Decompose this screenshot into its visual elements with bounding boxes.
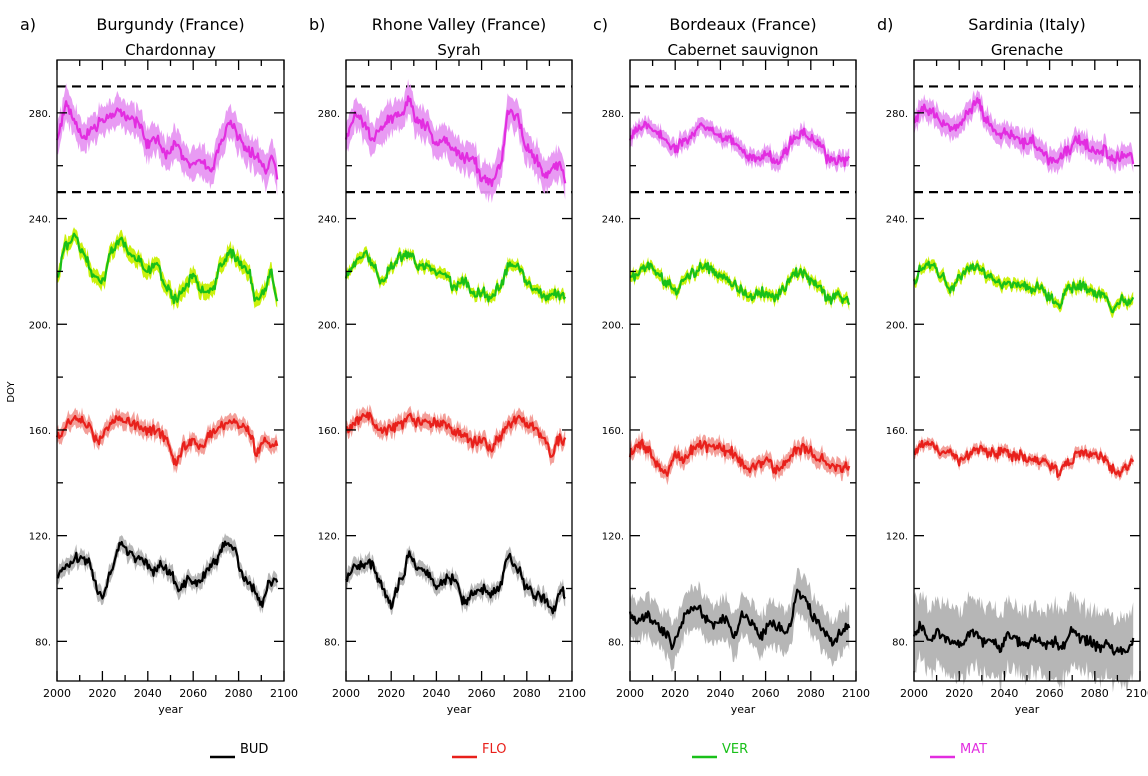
series-line-ver [629, 261, 851, 306]
x-tick-label: 2000 [900, 687, 928, 700]
series-line-mat [344, 95, 567, 188]
band-bud [914, 590, 1134, 693]
x-tick-label: 2020 [661, 687, 689, 700]
y-tick-label: 200. [318, 320, 340, 331]
x-tick-label: 2080 [225, 687, 253, 700]
x-tick-label: 2060 [1036, 687, 1064, 700]
panel-title: Burgundy (France) [96, 15, 244, 34]
y-tick-label: 200. [602, 320, 624, 331]
x-tick-label: 2020 [377, 687, 405, 700]
band-mat [346, 79, 566, 203]
y-tick-label: 200. [886, 320, 908, 331]
x-tick-label: 2040 [134, 687, 162, 700]
x-tick-label: 2040 [422, 687, 450, 700]
y-tick-label: 120. [886, 532, 908, 543]
y-tick-label: 160. [886, 426, 908, 437]
y-tick-label: 80. [608, 637, 624, 648]
x-axis-label: year [158, 703, 183, 716]
x-tick-label: 2020 [88, 687, 116, 700]
series-line-flo [913, 439, 1135, 478]
y-tick-label: 120. [602, 532, 624, 543]
y-tick-label: 280. [602, 109, 624, 120]
legend-label-ver: VER [722, 742, 748, 757]
x-tick-label: 2000 [332, 687, 360, 700]
panel-title: Bordeaux (France) [669, 15, 816, 34]
y-tick-label: 280. [886, 109, 908, 120]
series-line-bud [56, 540, 279, 608]
x-tick-label: 2020 [945, 687, 973, 700]
panel-4: d) Sardinia (Italy) Grenache 2000 2020 2040 20… [877, 15, 1148, 716]
y-tick-label: 280. [29, 109, 51, 120]
x-tick-label: 2040 [990, 687, 1018, 700]
x-axis-label: year [447, 703, 472, 716]
series-line-mat [55, 100, 279, 180]
series-line-mat [913, 97, 1135, 166]
y-axis-label: DOY [6, 381, 17, 403]
panel-3: c) Bordeaux (France) Cabernet sauvignon 200… [593, 15, 870, 716]
x-tick-label: 2060 [468, 687, 496, 700]
series-line-bud [628, 588, 851, 651]
y-tick-label: 240. [318, 215, 340, 226]
y-tick-label: 200. [29, 320, 51, 331]
series-line-mat [628, 120, 850, 168]
x-tick-label: 2080 [1081, 687, 1109, 700]
x-tick-label: 2100 [1126, 687, 1148, 700]
panel-title: Sardinia (Italy) [968, 15, 1086, 34]
y-tick-label: 160. [318, 426, 340, 437]
panel-subtitle: Grenache [991, 41, 1063, 59]
y-tick-label: 80. [35, 637, 51, 648]
series-line-flo [55, 414, 279, 467]
panel-letter: d) [877, 15, 893, 34]
y-tick-label: 280. [318, 109, 340, 120]
y-tick-label: 120. [29, 532, 51, 543]
x-axis-label: year [1015, 703, 1040, 716]
x-axis-label: year [731, 703, 756, 716]
series-line-flo [345, 411, 567, 458]
x-tick-label: 2040 [706, 687, 734, 700]
panel-1: a) Burgundy (France) Chardonnay 2000 2020 204… [20, 15, 298, 716]
x-tick-label: 2100 [270, 687, 298, 700]
panel-letter: a) [20, 15, 36, 34]
y-tick-label: 120. [318, 532, 340, 543]
x-tick-label: 2000 [616, 687, 644, 700]
y-tick-label: 240. [886, 215, 908, 226]
band-ver [630, 257, 850, 311]
panel-title: Rhone Valley (France) [372, 15, 547, 34]
band-bud [346, 545, 566, 621]
x-tick-label: 2080 [797, 687, 825, 700]
panel-subtitle: Syrah [437, 41, 480, 59]
band-mat [57, 83, 278, 196]
band-mat [914, 89, 1134, 176]
x-tick-label: 2100 [558, 687, 586, 700]
x-tick-label: 2060 [179, 687, 207, 700]
panel-2: b) Rhone Valley (France) Syrah 2000 2020 2040… [309, 15, 586, 716]
series-line-bud [912, 620, 1135, 656]
y-tick-label: 240. [29, 215, 51, 226]
y-tick-label: 160. [602, 426, 624, 437]
x-tick-label: 2000 [43, 687, 71, 700]
legend-label-mat: MAT [960, 742, 987, 757]
x-tick-label: 2100 [842, 687, 870, 700]
series-line-ver [56, 232, 279, 305]
y-tick-label: 80. [324, 637, 340, 648]
panel-subtitle: Chardonnay [125, 41, 216, 59]
series-line-ver [344, 249, 567, 303]
x-tick-label: 2080 [513, 687, 541, 700]
y-tick-label: 80. [892, 637, 908, 648]
series-line-flo [628, 438, 851, 477]
x-tick-label: 2060 [752, 687, 780, 700]
series-line-bud [345, 550, 566, 615]
y-tick-label: 160. [29, 426, 51, 437]
legend-label-bud: BUD [240, 742, 268, 757]
panel-letter: b) [309, 15, 325, 34]
legend-label-flo: FLO [482, 742, 507, 757]
panel-letter: c) [593, 15, 608, 34]
legend: BUD FLO VER MAT [210, 742, 987, 759]
panel-subtitle: Cabernet sauvignon [668, 41, 819, 59]
y-tick-label: 240. [602, 215, 624, 226]
band-mat [630, 114, 850, 174]
series-line-ver [912, 260, 1135, 314]
